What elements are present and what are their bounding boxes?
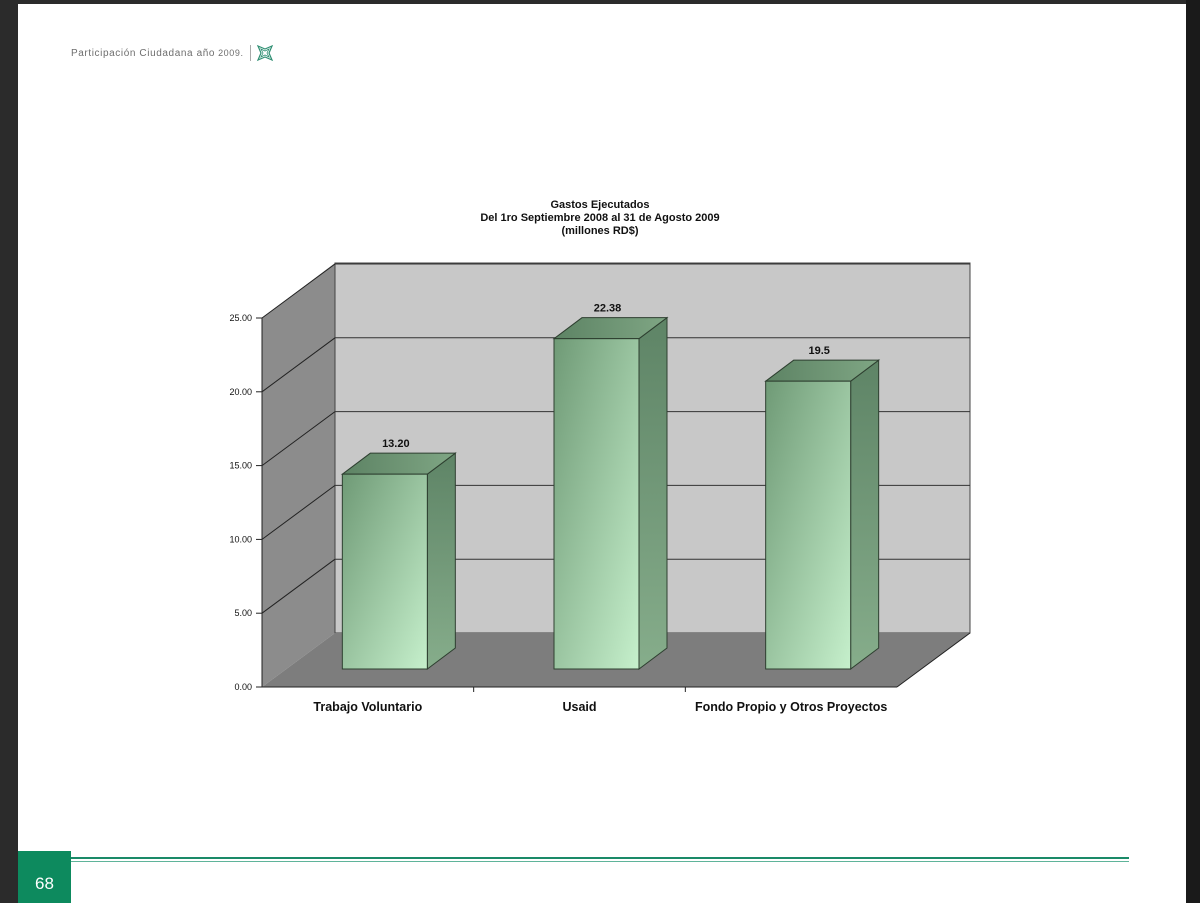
data-label: 13.20 — [382, 438, 410, 450]
bar-front-face — [765, 380, 852, 670]
gridline-diagonal — [261, 411, 336, 467]
viewer-edge — [1186, 0, 1200, 903]
gridline-diagonal — [261, 484, 336, 540]
bar-front-face — [341, 473, 428, 670]
page-header: Participación Ciudadana año 2009. — [71, 44, 275, 62]
bar-side-face — [426, 452, 456, 670]
gridline-diagonal — [261, 558, 336, 614]
y-tick-label: 0.00 — [234, 682, 252, 692]
chart-left-wall — [262, 263, 335, 687]
bar-3: 19.5 — [764, 345, 881, 670]
header-year: 2009. — [218, 48, 244, 58]
star-logo-icon — [256, 44, 273, 62]
bar-side-face — [850, 359, 880, 670]
category-label: Fondo Propio y Otros Proyectos — [695, 700, 887, 714]
header-title: Participación Ciudadana año — [71, 47, 216, 59]
category-label: Trabajo Voluntario — [313, 700, 422, 714]
gridline-diagonal — [261, 263, 336, 319]
footer-rule-thin — [71, 861, 1129, 862]
gridline-diagonal — [261, 337, 336, 393]
page-number-box: 68 — [18, 851, 71, 903]
bar-1: 13.20 — [340, 438, 457, 670]
y-tick-label: 20.00 — [229, 387, 252, 397]
header-separator — [249, 45, 251, 61]
chart-title-line-3: (millones RD$) — [561, 225, 638, 237]
y-tick-label: 5.00 — [234, 608, 252, 618]
page-number: 68 — [35, 874, 54, 893]
footer-rule — [71, 857, 1129, 859]
bar-side-face — [638, 316, 668, 670]
chart-title-line-1: Gastos Ejecutados — [550, 199, 649, 211]
category-label: Usaid — [562, 700, 596, 714]
chart-title-line-2: Del 1ro Septiembre 2008 al 31 de Agosto … — [480, 212, 719, 224]
y-tick-label: 15.00 — [229, 461, 252, 471]
data-label: 19.5 — [808, 345, 829, 357]
data-label: 22.38 — [594, 303, 622, 315]
y-tick-label: 25.00 — [229, 313, 252, 323]
bar-front-face — [553, 338, 640, 670]
y-tick-label: 10.00 — [229, 534, 252, 544]
bar-2: 22.38 — [552, 303, 669, 670]
floor-edge — [896, 632, 971, 688]
